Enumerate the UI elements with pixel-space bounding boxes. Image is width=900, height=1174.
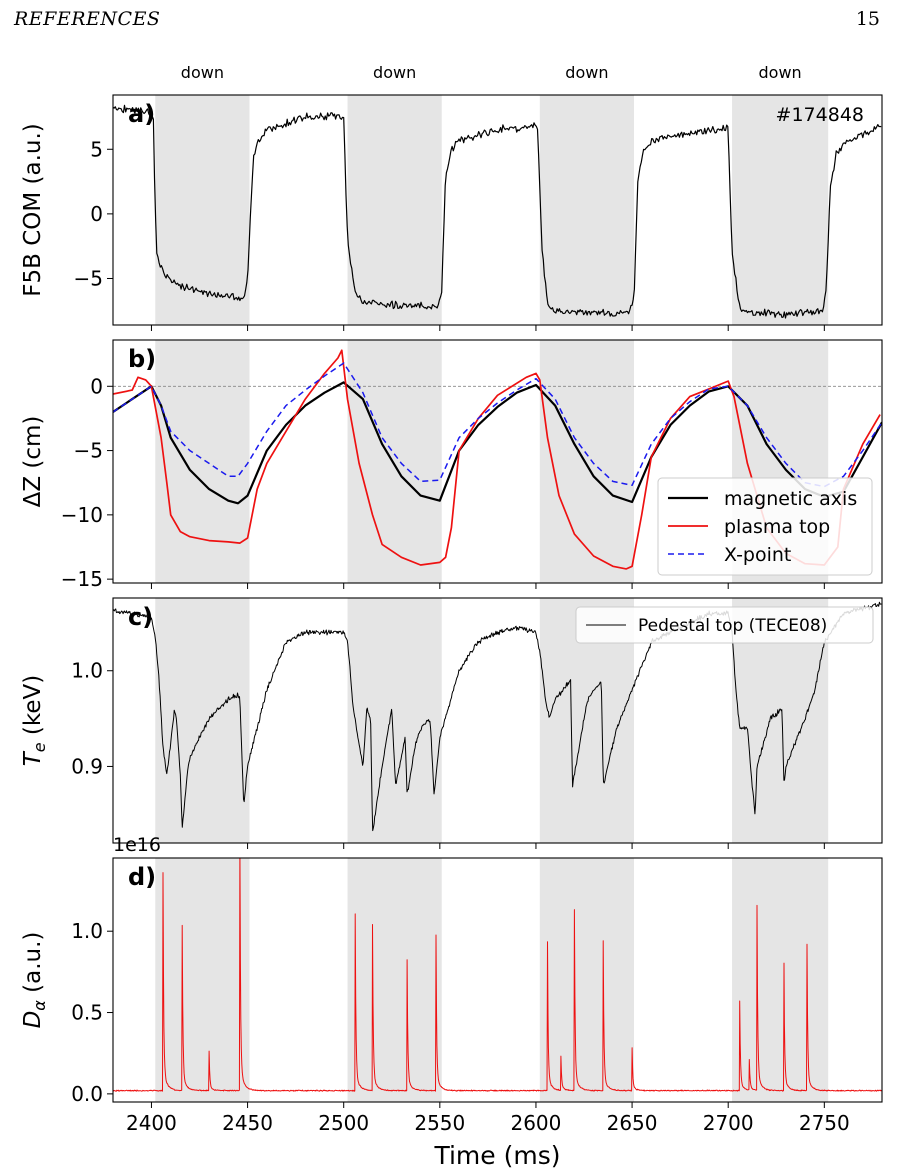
series-line-plasma-top xyxy=(113,349,881,570)
x-axis-label: Time (ms) xyxy=(433,1141,560,1170)
series-line-pedestal-top-tece08- xyxy=(113,601,882,832)
shaded-region xyxy=(347,858,442,1102)
running-title: REFERENCES xyxy=(14,8,161,30)
series-line-x-point xyxy=(113,362,882,488)
svg-text:F5B COM (a.u.): F5B COM (a.u.) xyxy=(20,123,46,297)
y-axis-label: Dα (a.u.) xyxy=(20,932,49,1029)
shaded-region xyxy=(539,858,634,1102)
plot-area xyxy=(113,349,882,570)
svg-text:Dα (a.u.): Dα (a.u.) xyxy=(20,932,49,1029)
y-tick-label: −5 xyxy=(74,439,103,463)
series-line-panel-d xyxy=(113,858,882,1092)
x-tick-label: 2700 xyxy=(703,1111,754,1135)
shaded-region xyxy=(347,598,442,843)
y-axis-label: F5B COM (a.u.) xyxy=(20,123,46,297)
shot-number-annotation: #174848 xyxy=(776,104,864,126)
panel-label: b) xyxy=(128,345,156,373)
shaded-region xyxy=(155,95,250,325)
y-tick-label: 0.5 xyxy=(71,1001,103,1025)
legend-box xyxy=(575,606,874,644)
legend-entry: magnetic axis xyxy=(724,488,857,510)
y-tick-label: 1.0 xyxy=(71,919,103,943)
y-tick-label: 5 xyxy=(90,137,103,161)
y-tick-label: −5 xyxy=(74,266,103,290)
legend-entry: Pedestal top (TECE08) xyxy=(638,616,827,636)
y-axis-label: Te (keV) xyxy=(20,675,49,767)
panel-c: 0.9 1.0 Te (keV) c) Pedestal top (TECE08) xyxy=(20,597,883,849)
shaded-region xyxy=(732,95,829,325)
shaded-region xyxy=(539,95,634,325)
panel-d: 0.0 0.5 1.0 2400 2450 2500 2550 2600 2650 2700 275… xyxy=(20,834,883,1170)
y-tick-label: 0 xyxy=(90,374,103,398)
x-tick-label: 2550 xyxy=(414,1111,465,1135)
x-tick-label: 2400 xyxy=(126,1111,177,1135)
plot-area xyxy=(113,601,882,832)
y-offset-label: 1e16 xyxy=(113,834,161,856)
page-number: 15 xyxy=(855,8,880,30)
legend: Pedestal top (TECE08) xyxy=(575,606,874,644)
y-tick-label: 0.0 xyxy=(71,1082,103,1106)
shaded-region xyxy=(347,95,442,325)
shaded-region-label: down xyxy=(759,63,802,82)
axes-frame xyxy=(112,339,883,584)
axes-frame xyxy=(112,597,883,844)
series-line-panel-a xyxy=(113,104,882,319)
panel-a: down down down down −5 0 5 F5B COM (a.u.) a) #174… xyxy=(20,63,883,331)
shaded-region xyxy=(347,340,442,583)
shaded-region xyxy=(155,598,250,843)
x-tick-label: 2650 xyxy=(607,1111,658,1135)
x-tick-label: 2500 xyxy=(318,1111,369,1135)
page-header: REFERENCES 15 xyxy=(0,0,900,40)
x-tick-label: 2450 xyxy=(222,1111,273,1135)
y-axis-label: ΔZ (cm) xyxy=(20,416,46,508)
x-tick-label: 2600 xyxy=(510,1111,561,1135)
shaded-region xyxy=(539,340,634,583)
x-tick-label: 2750 xyxy=(799,1111,850,1135)
panel-b: −15 −10 −5 0 ΔZ (cm) b) magnetic axis plasma to… xyxy=(20,339,883,591)
shaded-region-label: down xyxy=(373,63,416,82)
y-tick-label: 0 xyxy=(90,202,103,226)
shaded-region xyxy=(155,340,250,583)
shaded-region xyxy=(732,858,829,1102)
legend-box xyxy=(657,477,873,576)
y-tick-label: −15 xyxy=(61,567,103,591)
panel-label: c) xyxy=(128,603,153,631)
axes-frame xyxy=(112,857,883,1103)
svg-text:Te (keV): Te (keV) xyxy=(20,675,49,767)
y-tick-label: 0.9 xyxy=(71,754,103,778)
panel-label: a) xyxy=(128,100,155,128)
axes-frame xyxy=(112,94,883,326)
shaded-region-label: down xyxy=(181,63,224,82)
legend-entry: X-point xyxy=(724,544,791,566)
shaded-region xyxy=(155,858,250,1102)
y-tick-label: 1.0 xyxy=(71,659,103,683)
legend-entry: plasma top xyxy=(724,516,830,538)
plot-area xyxy=(113,858,882,1092)
y-tick-label: −10 xyxy=(61,503,103,527)
panel-label: d) xyxy=(128,863,156,891)
plot-area xyxy=(113,104,882,319)
legend: magnetic axis plasma top X-point xyxy=(657,477,873,576)
shaded-region-label: down xyxy=(565,63,608,82)
svg-text:ΔZ (cm): ΔZ (cm) xyxy=(20,416,46,508)
